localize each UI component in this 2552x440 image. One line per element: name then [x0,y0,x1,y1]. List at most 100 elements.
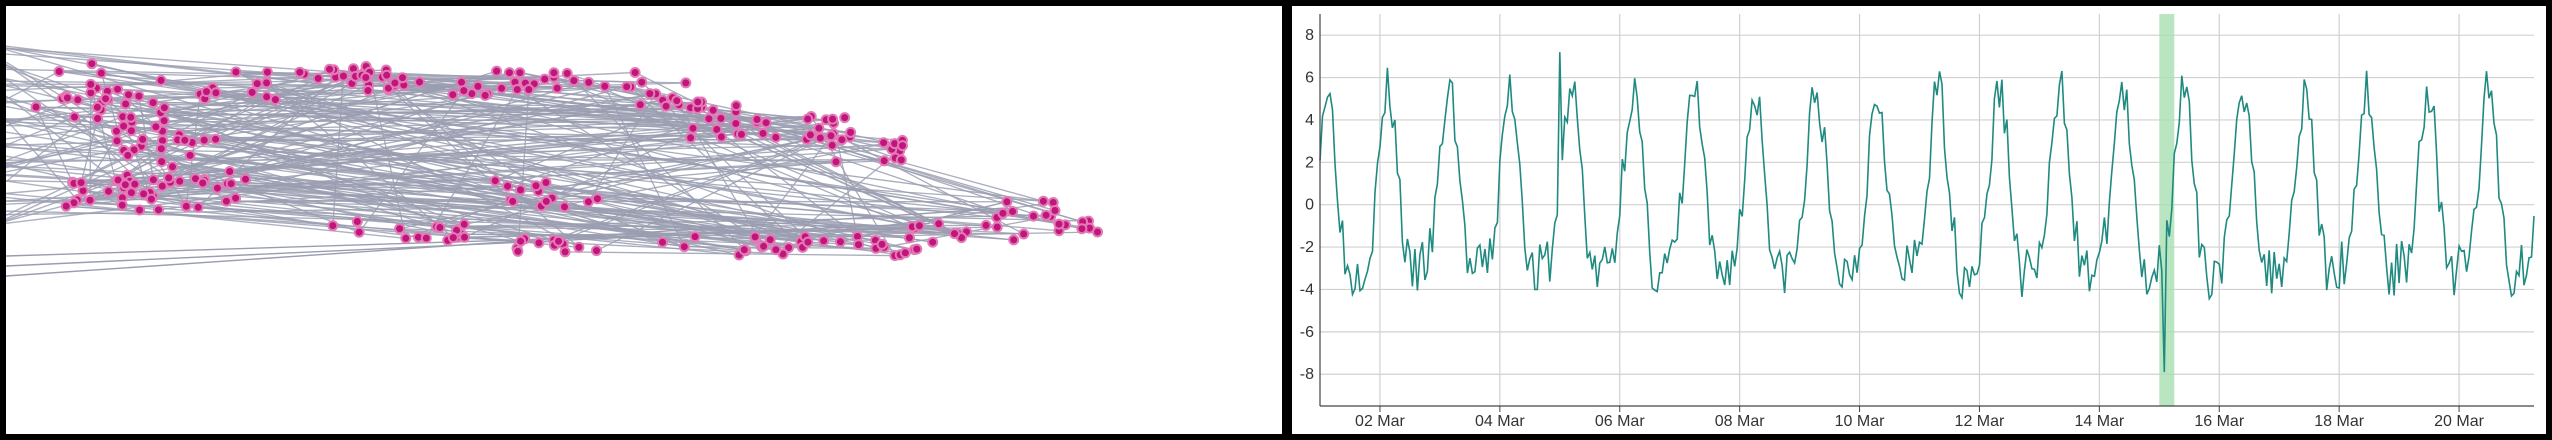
graph-node[interactable] [758,240,770,252]
time-series-chart[interactable]: 8 6 4 2 0 -2 -4 -6 -8 02 Mar 04 Mar 06 Mar 08 Mar 10… [1292,6,2546,434]
graph-node[interactable] [523,84,535,95]
graph-node[interactable] [878,137,890,149]
graph-node[interactable] [599,80,611,92]
graph-node[interactable] [1028,210,1039,222]
graph-node[interactable] [72,94,84,106]
graph-node[interactable] [125,125,137,137]
graph-node[interactable] [933,218,945,230]
graph-node[interactable] [657,236,668,248]
graph-node[interactable] [91,101,103,113]
graph-node[interactable] [211,182,223,194]
graph-node[interactable] [30,101,42,113]
graph-node[interactable] [261,77,273,89]
graph-node[interactable] [804,129,816,141]
graph-node[interactable] [503,67,515,79]
graph-node[interactable] [125,187,137,199]
graph-node[interactable] [1001,196,1013,208]
graph-node[interactable] [472,80,484,92]
graph-node[interactable] [634,99,646,111]
graph-node[interactable] [123,89,134,101]
graph-node[interactable] [210,133,222,145]
graph-node[interactable] [1037,195,1049,207]
graph-node[interactable] [198,134,210,146]
graph-node[interactable] [876,238,888,250]
graph-node[interactable] [119,179,131,191]
graph-node[interactable] [210,87,222,99]
graph-node[interactable] [111,135,123,147]
graph-node[interactable] [1007,206,1019,217]
graph-node[interactable] [1040,209,1052,221]
graph-node[interactable] [1053,218,1065,230]
graph-node[interactable] [591,245,602,257]
graph-node[interactable] [548,67,560,79]
graph-node[interactable] [730,118,742,129]
graph-node[interactable] [836,134,848,146]
graph-node[interactable] [730,100,742,112]
graph-node[interactable] [707,104,719,116]
graph-node[interactable] [735,128,747,140]
graph-node[interactable] [551,82,563,94]
graph-node[interactable] [540,195,552,207]
graph-node[interactable] [827,113,839,125]
graph-node[interactable] [997,207,1009,219]
graph-node[interactable] [749,231,761,243]
graph-node[interactable] [715,112,727,124]
graph-node[interactable] [491,65,503,77]
graph-node[interactable] [839,112,851,124]
graph-node[interactable] [122,149,134,161]
graph-node[interactable] [118,120,130,132]
graph-node[interactable] [458,218,470,230]
graph-node[interactable] [1018,228,1030,240]
graph-node[interactable] [414,76,425,88]
graph-node[interactable] [692,96,704,108]
graph-node[interactable] [689,231,701,243]
graph-node[interactable] [84,194,96,206]
graph-node[interactable] [680,77,692,89]
graph-node[interactable] [853,239,864,251]
graph-node[interactable] [147,97,159,109]
graph-node[interactable] [687,122,699,134]
graph-node[interactable] [353,226,365,238]
graph-node[interactable] [895,154,907,166]
graph-node[interactable] [201,86,212,98]
graph-node[interactable] [591,193,603,205]
graph-node[interactable] [913,220,925,232]
graph-node[interactable] [85,78,97,90]
graph-node[interactable] [1049,205,1061,216]
graph-node[interactable] [153,204,164,216]
graph-node[interactable] [324,63,336,75]
graph-node[interactable] [112,83,124,95]
graph-node[interactable] [582,196,594,208]
graph-node[interactable] [447,232,459,244]
graph-node[interactable] [834,236,846,248]
graph-node[interactable] [240,173,251,185]
graph-node[interactable] [60,200,72,212]
graph-node[interactable] [53,66,65,77]
graph-node[interactable] [246,86,258,98]
network-graph-canvas[interactable] [6,6,1282,434]
graph-node[interactable] [184,149,196,161]
graph-node[interactable] [991,221,1003,233]
graph-node[interactable] [397,72,408,84]
graph-node[interactable] [230,192,242,204]
graph-node[interactable] [802,236,814,248]
graph-node[interactable] [533,237,545,249]
graph-node[interactable] [61,92,73,104]
graph-node[interactable] [174,175,186,187]
graph-node[interactable] [878,155,890,167]
graph-node[interactable] [583,76,595,88]
graph-node[interactable] [312,72,324,84]
graph-node[interactable] [180,200,192,212]
graph-node[interactable] [515,184,526,196]
graph-node[interactable] [156,156,168,168]
graph-node[interactable] [489,175,501,187]
graph-node[interactable] [197,177,209,189]
graph-node[interactable] [251,78,263,90]
graph-node[interactable] [825,130,837,142]
graph-node[interactable] [125,111,137,123]
graph-node[interactable] [636,76,648,88]
graph-node[interactable] [678,241,690,253]
graph-node[interactable] [703,113,715,125]
graph-node[interactable] [134,204,146,216]
graph-node[interactable] [147,174,159,186]
